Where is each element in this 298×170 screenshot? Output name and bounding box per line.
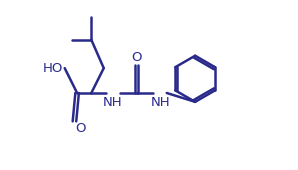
Text: O: O: [131, 51, 142, 64]
Text: NH: NH: [103, 96, 123, 109]
Text: O: O: [75, 122, 86, 135]
Text: NH: NH: [150, 96, 170, 109]
Text: HO: HO: [43, 62, 63, 75]
